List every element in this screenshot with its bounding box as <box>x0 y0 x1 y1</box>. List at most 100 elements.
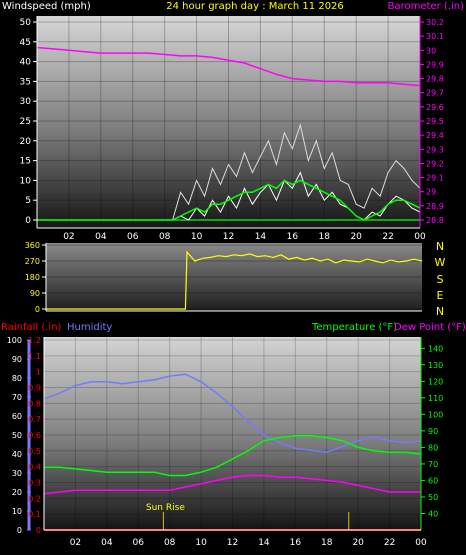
humidity-y-tick-label: 0 <box>17 526 22 535</box>
wind-x-tick-label: 08 <box>159 232 171 242</box>
direction-y-tick-label: 0 <box>35 305 40 314</box>
temp-x-tick-label: 08 <box>164 538 176 548</box>
compass-n-bottom: N <box>436 305 444 318</box>
temp-x-tick-label: 10 <box>195 538 207 548</box>
chart-title: 24 hour graph day : March 11 2026 <box>166 1 344 12</box>
rainfall-y-tick-label: 0.3 <box>28 479 41 488</box>
temperature-y-tick-label: 50 <box>428 493 438 502</box>
temp-x-tick-label: 22 <box>384 538 395 548</box>
wind-x-tick-label: 12 <box>223 232 234 242</box>
barometer-y-tick-label: 29.3 <box>426 145 444 154</box>
rainfall-y-tick-label: 1.1 <box>28 352 41 361</box>
humidity-line <box>43 373 422 453</box>
barometer-y-tick-label: 29.5 <box>426 117 444 126</box>
wind-average-line <box>37 179 421 221</box>
compass-w: W <box>435 256 446 269</box>
compass-e: E <box>437 289 444 302</box>
temperature-line <box>44 435 422 477</box>
wind-x-tick-label: 18 <box>319 232 331 242</box>
temp-x-tick-label: 20 <box>352 538 364 548</box>
temp-x-tick-label: 00 <box>415 538 427 548</box>
humidity-y-tick-label: 60 <box>12 412 22 421</box>
rainfall-y-tick-label: 0.9 <box>28 384 41 393</box>
wind-y-tick-label: 10 <box>20 176 32 186</box>
humidity-y-tick-label: 50 <box>12 431 22 440</box>
barometer-y-tick-label: 29.2 <box>426 159 444 168</box>
barometer-y-tick-label: 28.8 <box>426 216 444 225</box>
direction-y-tick-label: 270 <box>25 257 40 266</box>
humidity-y-tick-label: 10 <box>12 507 22 516</box>
temp-x-tick-label: 02 <box>70 538 81 548</box>
temperature-y-tick-label: 90 <box>428 427 438 436</box>
wind-y-tick-label: 20 <box>20 137 32 147</box>
temperature-y-tick-label: 140 <box>428 344 443 353</box>
rainfall-y-tick-label: 0.2 <box>28 494 41 503</box>
barometer-y-tick-label: 29.1 <box>426 174 444 183</box>
compass-s: S <box>437 273 444 286</box>
rainfall-y-tick-label: 0.6 <box>28 431 41 440</box>
temperature-y-tick-label: 120 <box>428 377 443 386</box>
wind-y-tick-label: 45 <box>20 38 31 48</box>
barometer-y-tick-label: 29.6 <box>426 103 444 112</box>
temp-x-tick-label: 18 <box>321 538 333 548</box>
humidity-y-tick-label: 20 <box>12 488 22 497</box>
wind-y-tick-label: 5 <box>25 196 31 206</box>
wind-x-tick-label: 22 <box>382 232 393 242</box>
rainfall-y-tick-label: 0.1 <box>28 510 41 519</box>
wind-y-tick-label: 25 <box>20 117 31 127</box>
wind-x-tick-label: 00 <box>414 232 426 242</box>
temp-x-tick-label: 16 <box>290 538 302 548</box>
temperature-y-tick-label: 110 <box>428 394 443 403</box>
temp-x-tick-label: 04 <box>101 538 113 548</box>
temp-x-tick-label: 12 <box>227 538 238 548</box>
compass-n-top: N <box>436 240 444 253</box>
wind-direction-line <box>46 250 423 310</box>
wind-gust-line <box>37 123 421 221</box>
temperature-panel-background <box>44 337 421 530</box>
barometer-y-tick-label: 28.9 <box>426 202 444 211</box>
rainfall-y-tick-label: 0 <box>36 526 41 535</box>
rainfall-y-tick-label: 1 <box>36 368 41 377</box>
barometer-y-tick-label: 29.7 <box>426 89 444 98</box>
temperature-y-tick-label: 100 <box>428 410 443 419</box>
wind-x-tick-label: 10 <box>191 232 203 242</box>
barometer-line <box>36 46 421 87</box>
temp-x-tick-label: 06 <box>133 538 145 548</box>
temperature-y-tick-label: 70 <box>428 460 438 469</box>
wind-speed-line <box>37 171 421 221</box>
humidity-y-tick-label: 70 <box>12 393 22 402</box>
rainfall-y-tick-label: 1.2 <box>28 336 41 345</box>
wind-y-tick-label: 40 <box>20 58 32 68</box>
wind-y-tick-label: 50 <box>20 18 32 28</box>
wind-y-tick-label: 15 <box>20 157 31 167</box>
temperature-y-tick-label: 40 <box>428 509 438 518</box>
temp-x-tick-label: 14 <box>258 538 270 548</box>
temperature-label: Temperature (°F) <box>311 322 397 333</box>
humidity-y-tick-label: 90 <box>12 355 22 364</box>
sunrise-label: Sun Rise <box>146 503 185 513</box>
rainfall-y-tick-label: 0.7 <box>28 415 41 424</box>
humidity-y-tick-label: 40 <box>12 450 22 459</box>
dewpoint-label: Dew Point (°F) <box>394 322 466 333</box>
barometer-y-tick-label: 29 <box>426 188 436 197</box>
humidity-y-tick-label: 80 <box>12 374 22 383</box>
temperature-y-tick-label: 130 <box>428 361 443 370</box>
temperature-y-tick-label: 80 <box>428 443 438 452</box>
barometer-y-tick-label: 29.9 <box>426 60 444 69</box>
windspeed-label: Windspeed (mph) <box>2 1 91 12</box>
barometer-y-tick-label: 30.2 <box>426 18 444 27</box>
wind-x-tick-label: 02 <box>63 232 74 242</box>
wind-x-tick-label: 14 <box>255 232 267 242</box>
rainfall-y-tick-label: 0.8 <box>28 399 41 408</box>
rainfall-y-tick-label: 0.5 <box>28 447 41 456</box>
wind-y-tick-label: 30 <box>20 97 32 107</box>
wind-x-tick-label: 06 <box>127 232 139 242</box>
rainfall-label: Rainfall (.in) <box>1 322 62 333</box>
humidity-y-tick-label: 100 <box>7 336 22 345</box>
wind-y-tick-label: 0 <box>25 216 31 226</box>
wind-x-tick-label: 16 <box>287 232 299 242</box>
direction-y-tick-label: 360 <box>25 241 40 250</box>
dewpoint-line <box>43 474 421 495</box>
wind-x-tick-label: 20 <box>350 232 362 242</box>
